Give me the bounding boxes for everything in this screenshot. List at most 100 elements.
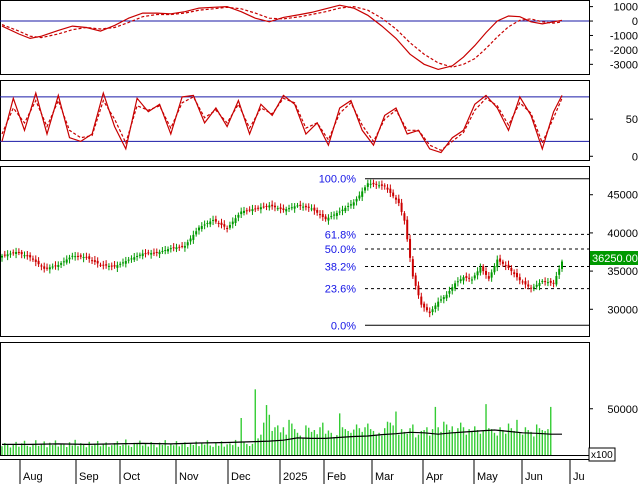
candle-body — [403, 213, 406, 221]
last-price-badge — [590, 251, 638, 265]
candle-body — [555, 276, 558, 285]
candle-body — [31, 258, 34, 260]
candle-body — [487, 276, 490, 279]
candle-body — [181, 245, 184, 247]
candle-body — [428, 311, 431, 314]
month-label: Nov — [179, 471, 199, 483]
candle-body — [389, 188, 392, 193]
candle-body — [119, 263, 122, 265]
candle-body — [468, 277, 471, 279]
candle-body — [318, 214, 321, 216]
volume-moving-average — [2, 429, 562, 446]
month-label: May — [477, 471, 498, 483]
stochastic-axis-tick-label: 0 — [632, 151, 638, 163]
macd-axis-tick-label: -2000 — [610, 45, 638, 57]
fibonacci-label: 100.0% — [319, 174, 357, 186]
candle-body — [372, 182, 375, 185]
candle-body — [43, 266, 46, 269]
price-axis-tick-label: 45000 — [607, 190, 638, 202]
candle-body — [442, 297, 445, 300]
candle-body — [544, 281, 547, 283]
candle-body — [409, 238, 412, 258]
candle-body — [150, 253, 153, 255]
candle-body — [265, 205, 268, 207]
candle-body — [209, 221, 212, 225]
candle-body — [164, 250, 167, 252]
candle-body — [62, 261, 65, 263]
candle-body — [414, 275, 417, 286]
candle-body — [189, 238, 192, 242]
price-layer: 100.0% 61.8% 50.0% 38.2% 23.6% 0.0% 45000 40000… — [1, 174, 638, 332]
candle-body — [364, 187, 367, 191]
candle-body — [406, 219, 409, 240]
candle-body — [330, 216, 333, 218]
candle-body — [496, 259, 499, 268]
macd-axis-tick-label: 0 — [632, 16, 638, 28]
candle-body — [476, 271, 479, 276]
candle-body — [324, 216, 327, 220]
candle-body — [51, 266, 54, 268]
candle-body — [361, 191, 364, 197]
fibonacci-label: 0.0% — [331, 320, 356, 332]
candle-body — [85, 256, 88, 258]
candle-body — [257, 207, 260, 209]
candle-body — [375, 183, 378, 185]
candle-body — [527, 284, 530, 287]
candle-body — [504, 265, 507, 267]
candle-body — [417, 285, 420, 296]
candle-body — [288, 208, 291, 210]
candle-body — [220, 222, 223, 225]
candle-body — [349, 204, 352, 206]
candle-body — [1, 255, 3, 258]
candle-body — [493, 266, 496, 273]
month-label: Sep — [79, 471, 99, 483]
candle-body — [40, 265, 43, 267]
candle-body — [470, 279, 473, 281]
candle-body — [321, 214, 324, 218]
candle-body — [9, 253, 12, 255]
candle-body — [538, 282, 541, 287]
candle-body — [454, 283, 457, 289]
candle-body — [445, 294, 448, 299]
candle-body — [510, 267, 513, 272]
candle-body — [138, 254, 141, 256]
volume-layer: 50000 — [1, 389, 638, 455]
candle-body — [113, 265, 116, 267]
candle-body — [338, 211, 341, 213]
candle-body — [93, 260, 96, 262]
candle-body — [158, 251, 161, 255]
candle-body — [240, 211, 243, 215]
candle-body — [144, 253, 147, 255]
price-axis-tick-label: 40000 — [607, 228, 638, 240]
candle-body — [304, 205, 307, 208]
candle-body — [122, 262, 125, 264]
last-price-label: 36250.00 — [592, 253, 638, 265]
candle-body — [110, 265, 113, 267]
candle-body — [366, 183, 369, 187]
candle-body — [400, 202, 403, 212]
candle-body — [130, 258, 133, 260]
macd-line — [1, 4, 563, 71]
candle-body — [195, 231, 198, 235]
price-axis-tick-label: 35000 — [607, 266, 638, 278]
candle-body — [369, 183, 372, 185]
candle-body — [46, 267, 49, 269]
candle-body — [473, 275, 476, 279]
candle-body — [532, 286, 535, 288]
candle-body — [333, 214, 336, 216]
candle-body — [237, 214, 240, 218]
candle-body — [12, 252, 15, 254]
candle-body — [423, 303, 426, 308]
candle-body — [259, 207, 262, 210]
candle-body — [26, 255, 29, 257]
fibonacci-label: 61.8% — [325, 229, 356, 241]
candle-body — [17, 251, 20, 254]
candle-body — [91, 260, 94, 262]
candle-body — [79, 255, 82, 257]
candle-body — [299, 204, 302, 207]
candle-body — [262, 206, 265, 208]
candle-body — [282, 208, 285, 210]
month-label: Ju — [573, 471, 585, 483]
macd-axis-tick-label: -1000 — [610, 30, 638, 42]
